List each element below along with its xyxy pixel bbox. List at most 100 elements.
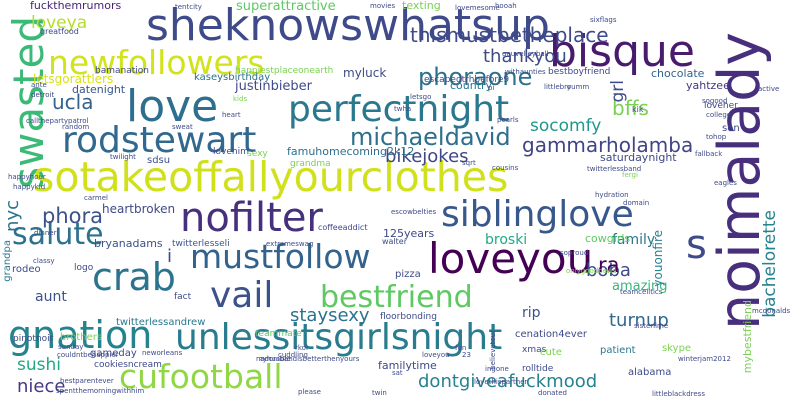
word-siblinglove: siblinglove xyxy=(441,194,634,235)
word-littlebro: littlebro xyxy=(544,83,572,91)
word-turnup: turnup xyxy=(609,310,669,331)
word-dinner: dinner xyxy=(34,229,57,237)
word-winterjam2012: winterjam2012 xyxy=(678,355,731,363)
word-onlygoodnews: onlygoodnews xyxy=(566,267,617,275)
word-twha: twha xyxy=(394,105,412,113)
word-xmas: xmas xyxy=(522,345,547,355)
word-eagles: eagles xyxy=(714,179,737,187)
word-alabama: alabama xyxy=(628,367,672,378)
word-happykid: happykid xyxy=(13,183,46,191)
word-loveyou: loveyou xyxy=(428,234,594,283)
word-cenation4ever: cenation4ever xyxy=(515,329,587,340)
word-ante: ante xyxy=(31,81,47,89)
word-twitterlessandrew: twitterlessandrew xyxy=(116,317,206,328)
word-phora: phora xyxy=(42,204,103,228)
word-rolltide: rolltide xyxy=(522,364,554,374)
word-bamanation: bamanation xyxy=(95,66,149,76)
word-niece: niece xyxy=(17,376,66,397)
word-myhusbandisbetterthenyours: myhusbandisbetterthenyours xyxy=(256,355,360,363)
word-sushi: sushi xyxy=(17,355,61,375)
word-soproud: soproud xyxy=(560,249,589,257)
word-bffs: bffs xyxy=(612,96,649,120)
word-bestfriend: bestfriend xyxy=(320,280,473,315)
word-bachelorette: bachelorette xyxy=(760,210,780,318)
word-donated: donated xyxy=(538,389,567,397)
word-neworleans: neworleans xyxy=(142,349,183,357)
word-active: active xyxy=(758,85,780,93)
word-happiestplaceonearth: happiestplaceonearth xyxy=(235,66,334,76)
word-sogood: sogood xyxy=(702,97,728,105)
word-sheknowswhatsup: sheknowswhatsup xyxy=(146,0,550,51)
word-yahtzee: yahtzee xyxy=(686,79,730,92)
word-bikejokes: bikejokes xyxy=(385,146,469,167)
word-fact: fact xyxy=(174,292,192,302)
word-lovemesome: lovemesome xyxy=(455,4,500,12)
word-superattractive: superattractive xyxy=(236,0,336,14)
word-please: please xyxy=(298,388,321,396)
word-cousins: cousins xyxy=(492,164,519,172)
word-tentcity: tentcity xyxy=(175,3,202,11)
word-socomfy: socomfy xyxy=(530,116,602,136)
word-loveyou-small: loveyou xyxy=(422,351,450,359)
word-saturdaynight: saturdaynight xyxy=(600,151,677,164)
word-brothers: brothers xyxy=(60,332,103,343)
word-datenight: datenight xyxy=(72,83,126,96)
word-bisque: bisque xyxy=(549,26,695,77)
word-son: son xyxy=(722,123,740,134)
word-classy: classy xyxy=(33,257,55,265)
word-extremeswag: extremeswag xyxy=(266,240,314,248)
word-patient: patient xyxy=(600,345,636,356)
word-skype: skype xyxy=(662,343,692,354)
word-myluck: myluck xyxy=(343,66,387,80)
word-teamcelltics: teamcelltics xyxy=(620,288,663,296)
word-grandpa: grandpa xyxy=(2,240,13,282)
word-letsgorattlers: letsgorattlers xyxy=(33,72,114,86)
word-mcdonalds: mcdonalds xyxy=(752,307,791,315)
word-family: family xyxy=(612,232,656,248)
word-texting: texting xyxy=(402,0,441,12)
word-adorable: adorable xyxy=(260,355,291,363)
word-couldntbehappier: couldntbehappier xyxy=(57,351,119,359)
word-fallback: fallback xyxy=(695,150,723,158)
word-fuckthemrumors: fuckthemrumors xyxy=(30,0,122,12)
word-cuddling: cuddling xyxy=(278,351,308,359)
word-unlessitsgirlsnight: unlessitsgirlsnight xyxy=(175,317,503,358)
word-salute: salute xyxy=(12,217,104,252)
word-sunday: sunday xyxy=(58,343,84,351)
word-nofilter: nofilter xyxy=(180,195,323,241)
word-famuhomecoming2k12: famuhomecoming2k12 xyxy=(287,145,415,158)
word-dontgiveafuckmood: dontgiveafuckmood xyxy=(418,371,598,392)
word-cookiesncream: cookiesncream xyxy=(94,360,162,370)
word-23: 23 xyxy=(462,351,471,359)
word-country: country xyxy=(450,79,493,92)
word-believetour: believetour xyxy=(489,330,497,370)
word-perfectnight: perfectnight xyxy=(288,89,510,130)
word-amazing: amazing xyxy=(612,279,668,294)
word-broski: broski xyxy=(485,232,528,248)
word-spentthemorningwithhim: spentthemorningwithhim xyxy=(56,387,145,395)
word-sotakeoffallyourclothes: sotakeoffallyourclothes xyxy=(33,153,509,201)
word-fergi: fergi xyxy=(622,171,638,179)
word-gameday: gameday xyxy=(90,348,137,359)
word-escowbelties: escowbelties xyxy=(391,208,437,216)
word-sexy: sexy xyxy=(247,149,268,159)
word-college: college xyxy=(706,111,732,119)
word-grandma: grandma xyxy=(290,159,331,169)
word-sisterlime: sisterlime xyxy=(634,322,669,330)
word-mustfollow: mustfollow xyxy=(190,237,371,276)
word-twitterlessband: twitterlessband xyxy=(587,165,642,173)
word-staysexy: staysexy xyxy=(290,305,370,326)
word-phoraone: phoraone xyxy=(418,63,533,91)
word-gammarholamba: gammarholamba xyxy=(522,133,694,157)
word-loveya: loveya xyxy=(31,13,88,33)
word-ra: ra xyxy=(598,253,620,277)
word-kids: kids xyxy=(233,95,248,103)
word-thismustbetheplace: thismustbetheplace xyxy=(410,23,609,47)
word-michaeldavid: michaeldavid xyxy=(350,123,511,151)
word-twilight: twilight xyxy=(110,153,136,161)
word-bestparentever: bestparentever xyxy=(60,377,114,385)
word-carmel: carmel xyxy=(84,194,108,202)
word-coffeeaddict: coffeeaddict xyxy=(318,223,368,232)
word-twitterlesseli: twitterlesseli xyxy=(172,239,230,249)
word-tohop: tohop xyxy=(706,133,727,141)
